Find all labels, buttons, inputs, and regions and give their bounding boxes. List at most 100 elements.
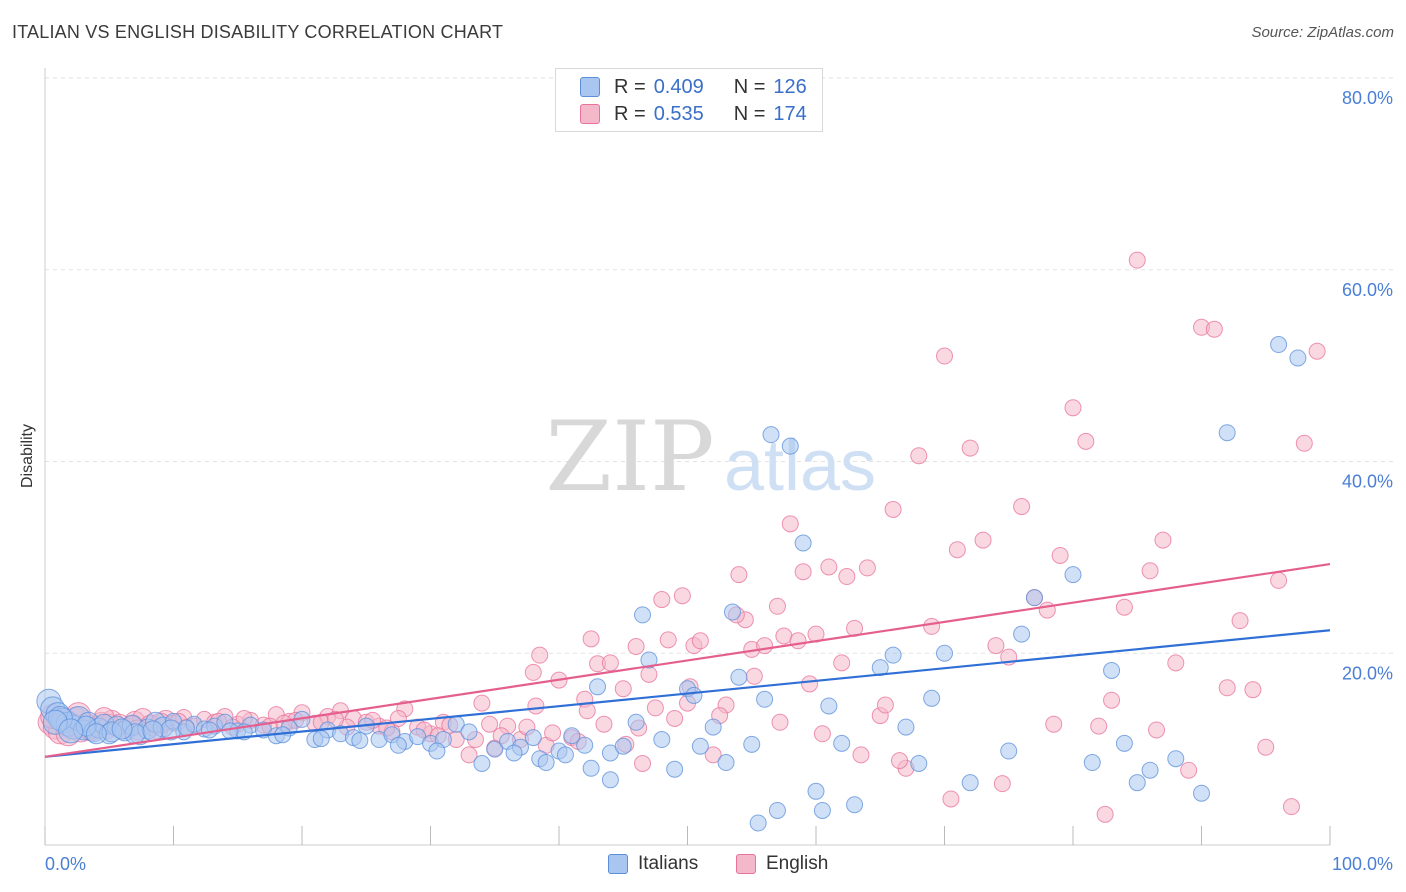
italians-legend-label: Italians — [638, 853, 699, 874]
x-tick-label-max: 100.0% — [1332, 854, 1393, 874]
chart-title: ITALIAN VS ENGLISH DISABILITY CORRELATIO… — [12, 22, 504, 42]
italians-point — [589, 678, 607, 696]
english-point — [1064, 399, 1082, 417]
english-point — [481, 715, 499, 733]
italians-point — [743, 735, 761, 753]
trendlines — [44, 562, 1331, 758]
italians-point — [820, 697, 838, 715]
english-point — [987, 637, 1005, 655]
italians-point — [1064, 566, 1082, 584]
english-point — [544, 724, 562, 742]
english-point — [775, 627, 793, 645]
gridlines — [45, 77, 1395, 654]
english-point — [1115, 598, 1133, 616]
english-point — [771, 713, 789, 731]
english-point — [646, 699, 664, 717]
italians-point — [1167, 750, 1185, 768]
english-point — [948, 541, 966, 559]
english-point — [1096, 805, 1114, 823]
y-tick-label: 80.0% — [1342, 88, 1393, 108]
italians-point — [884, 646, 902, 664]
english-point — [993, 775, 1011, 793]
english-point — [833, 654, 851, 672]
english-point — [794, 563, 812, 581]
italians-point — [537, 754, 555, 772]
legend-row-italians: R = 0.409 N = 126 — [580, 75, 807, 99]
english-legend-label: English — [766, 853, 829, 874]
italians-point — [781, 437, 799, 455]
english-trendline — [44, 562, 1331, 758]
italians-point — [1000, 742, 1018, 760]
italians-point — [177, 719, 195, 737]
english-point — [627, 638, 645, 656]
italians-point — [762, 426, 780, 444]
italians-point — [428, 742, 446, 760]
english-point — [614, 680, 632, 698]
english-point — [974, 531, 992, 549]
english-point — [1205, 320, 1223, 338]
english-point — [1013, 498, 1031, 516]
english-point — [1148, 721, 1166, 739]
english-point — [1038, 601, 1056, 619]
italians-point — [1141, 761, 1159, 779]
italians-point — [910, 755, 928, 773]
italians-point — [200, 721, 218, 739]
english-point — [1231, 612, 1249, 630]
english-point — [730, 566, 748, 584]
english-point — [801, 675, 819, 693]
italians-point — [312, 730, 330, 748]
italians-point — [756, 690, 774, 708]
italians-point — [749, 814, 767, 832]
italians-point — [486, 740, 504, 758]
english-point — [1282, 798, 1300, 816]
italians-points — [36, 336, 1307, 832]
english-point — [582, 630, 600, 648]
english-point — [595, 715, 613, 733]
italians-point — [351, 731, 369, 749]
watermark-zip: ZIP — [545, 401, 714, 513]
english-point — [942, 790, 960, 808]
italians-point — [582, 759, 600, 777]
italians-point — [524, 729, 542, 747]
english-point — [578, 702, 596, 720]
italians-point — [730, 668, 748, 686]
english-point — [961, 439, 979, 457]
italians-point — [794, 534, 812, 552]
english-point — [704, 746, 722, 764]
english-point — [531, 646, 549, 664]
english-point — [524, 663, 542, 681]
english-point — [910, 447, 928, 465]
english-point — [891, 752, 909, 770]
english-point — [634, 755, 652, 773]
english-point — [1154, 531, 1172, 549]
english-point — [858, 559, 876, 577]
english-point — [1218, 679, 1236, 697]
legend-row-english: R = 0.535 N = 174 — [580, 102, 807, 126]
english-point — [1077, 432, 1095, 450]
english-point — [1295, 434, 1313, 452]
english-point — [1308, 342, 1326, 360]
english-point — [768, 597, 786, 615]
english-point — [1244, 681, 1262, 699]
english-point — [781, 515, 799, 533]
y-tick-label: 60.0% — [1342, 280, 1393, 300]
english-point — [1128, 251, 1146, 269]
italians-point — [961, 774, 979, 792]
legend-item-english[interactable]: English — [736, 852, 828, 876]
italians-point — [640, 651, 658, 669]
italians-point — [813, 801, 831, 819]
italians-point — [614, 737, 632, 755]
english-n-value: 174 — [773, 102, 807, 125]
english-point — [838, 568, 856, 586]
y-tick-label: 20.0% — [1342, 663, 1393, 683]
italians-point — [601, 771, 619, 789]
legend-item-italians[interactable]: Italians — [608, 852, 698, 876]
y-tick-label: 40.0% — [1342, 472, 1393, 492]
italians-point — [685, 686, 703, 704]
italians-point — [389, 736, 407, 754]
x-tick-label-min: 0.0% — [45, 854, 86, 874]
italians-point — [1083, 754, 1101, 772]
italians-point — [653, 731, 671, 749]
italians-point — [460, 723, 478, 741]
english-point — [640, 665, 658, 683]
